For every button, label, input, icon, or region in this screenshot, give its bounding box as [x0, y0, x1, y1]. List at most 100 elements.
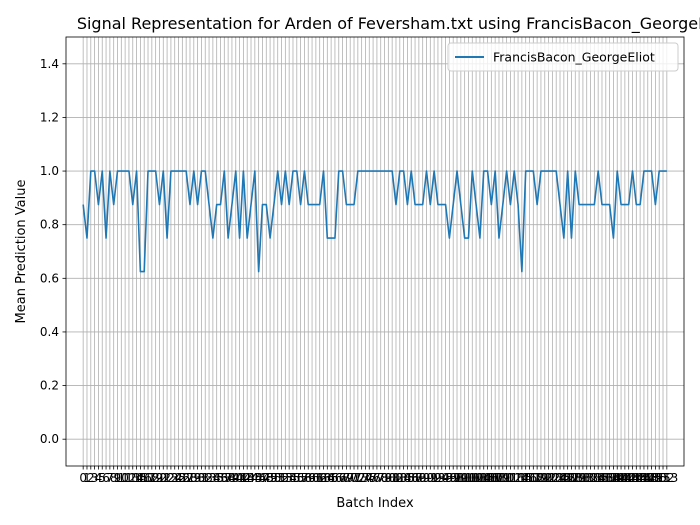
x-tick-label: 149: [640, 471, 663, 485]
x-tick-label: 46: [251, 471, 266, 485]
x-tick-label: 49: [262, 471, 277, 485]
y-tick-label: 1.4: [40, 57, 59, 71]
x-tick-label: 57: [293, 471, 308, 485]
x-tick-label: 145: [625, 471, 648, 485]
x-tick-label: 100: [453, 471, 476, 485]
x-tick-label: 128: [560, 471, 583, 485]
x-tick-label: 143: [617, 471, 640, 485]
series-layer: [82, 170, 667, 273]
x-tick-label: 33: [201, 471, 216, 485]
x-tick-label: 48: [259, 471, 274, 485]
x-tick-label: 12: [121, 471, 136, 485]
x-tick-label: 129: [564, 471, 587, 485]
x-tick-label: 63: [316, 471, 331, 485]
x-tick-label: 127: [556, 471, 579, 485]
x-tick-label: 20: [152, 471, 167, 485]
x-tick-label: 114: [507, 471, 530, 485]
x-tick-label: 120: [529, 471, 552, 485]
x-tick-label: 65: [323, 471, 338, 485]
x-tick-label: 150: [644, 471, 667, 485]
x-tick-label: 140: [606, 471, 629, 485]
x-tick-label: 89: [415, 471, 430, 485]
x-tick-label: 90: [419, 471, 434, 485]
series-line-francisbacon-georgeeliot: [82, 170, 667, 273]
chart-title: Signal Representation for Arden of Fever…: [77, 14, 700, 34]
x-tick-label: 6: [102, 471, 110, 485]
x-tick-label: 13: [125, 471, 140, 485]
x-tick-label: 32: [198, 471, 213, 485]
x-tick-label: 69: [339, 471, 354, 485]
x-tick-label: 19: [148, 471, 163, 485]
x-tick-label: 134: [583, 471, 606, 485]
x-tick-label: 91: [423, 471, 438, 485]
x-tick-label: 11: [117, 471, 132, 485]
x-tick-label: 146: [629, 471, 652, 485]
x-axis-title: Batch Index: [336, 496, 414, 511]
legend: FrancisBacon_GeorgeEliot: [447, 42, 679, 72]
x-tick-label: 82: [388, 471, 403, 485]
x-tick-label: 3: [91, 471, 99, 485]
y-grid: [66, 63, 684, 440]
x-tick-label: 105: [472, 471, 495, 485]
y-tick-label: 1.2: [40, 110, 59, 124]
x-tick-label: 25: [171, 471, 186, 485]
x-tick-label: 119: [526, 471, 549, 485]
x-tick-label: 71: [346, 471, 361, 485]
x-tick-label: 141: [610, 471, 633, 485]
x-tick-label: 95: [438, 471, 453, 485]
x-tick-label: 148: [636, 471, 659, 485]
x-tick-label: 87: [407, 471, 422, 485]
x-tick-label: 36: [213, 471, 228, 485]
x-tick-label: 2: [87, 471, 95, 485]
x-tick-label: 153: [655, 471, 678, 485]
x-tick-label: 62: [312, 471, 327, 485]
x-tick-label: 112: [499, 471, 522, 485]
x-tick-label: 14: [129, 471, 144, 485]
x-tick-label: 27: [179, 471, 194, 485]
x-tick-label: 81: [385, 471, 400, 485]
x-tick-label: 5: [98, 471, 106, 485]
x-tick-label: 132: [575, 471, 598, 485]
x-tick-label: 107: [480, 471, 503, 485]
x-tick-label: 45: [247, 471, 262, 485]
x-tick-label: 139: [602, 471, 625, 485]
x-tick-label: 108: [484, 471, 507, 485]
x-tick-label: 15: [133, 471, 148, 485]
x-tick-label: 31: [194, 471, 209, 485]
x-tick-label: 59: [301, 471, 316, 485]
x-tick-label: 23: [163, 471, 178, 485]
x-tick-label: 16: [137, 471, 152, 485]
x-tick-label: 68: [335, 471, 350, 485]
x-tick-label: 121: [533, 471, 556, 485]
x-tick-label: 137: [594, 471, 617, 485]
x-tick-label: 37: [217, 471, 232, 485]
x-tick-label: 51: [270, 471, 285, 485]
x-tick-label: 61: [308, 471, 323, 485]
x-tick-label: 50: [266, 471, 281, 485]
x-tick-label: 106: [476, 471, 499, 485]
y-axis-ticks: 0.0 0.2 0.4 0.6 0.8 1.0 1.2 1.4: [40, 57, 66, 446]
x-tick-label: 72: [350, 471, 365, 485]
y-axis-title: Mean Prediction Value: [14, 180, 29, 324]
x-tick-label: 26: [175, 471, 190, 485]
x-tick-label: 147: [632, 471, 655, 485]
x-tick-label: 1: [83, 471, 91, 485]
x-tick-label: 47: [255, 471, 270, 485]
x-tick-label: 113: [503, 471, 526, 485]
x-tick-label: 9: [114, 471, 122, 485]
x-tick-label: 136: [591, 471, 614, 485]
x-tick-label: 118: [522, 471, 545, 485]
x-tick-label: 29: [186, 471, 201, 485]
x-tick-label: 24: [167, 471, 182, 485]
x-tick-label: 101: [457, 471, 480, 485]
x-tick-label: 43: [240, 471, 255, 485]
x-tick-label: 116: [514, 471, 537, 485]
x-tick-label: 39: [224, 471, 239, 485]
x-tick-label: 133: [579, 471, 602, 485]
x-tick-label: 131: [571, 471, 594, 485]
x-tick-label: 75: [362, 471, 377, 485]
x-tick-label: 42: [236, 471, 251, 485]
x-tick-label: 124: [545, 471, 568, 485]
x-tick-label: 78: [373, 471, 388, 485]
